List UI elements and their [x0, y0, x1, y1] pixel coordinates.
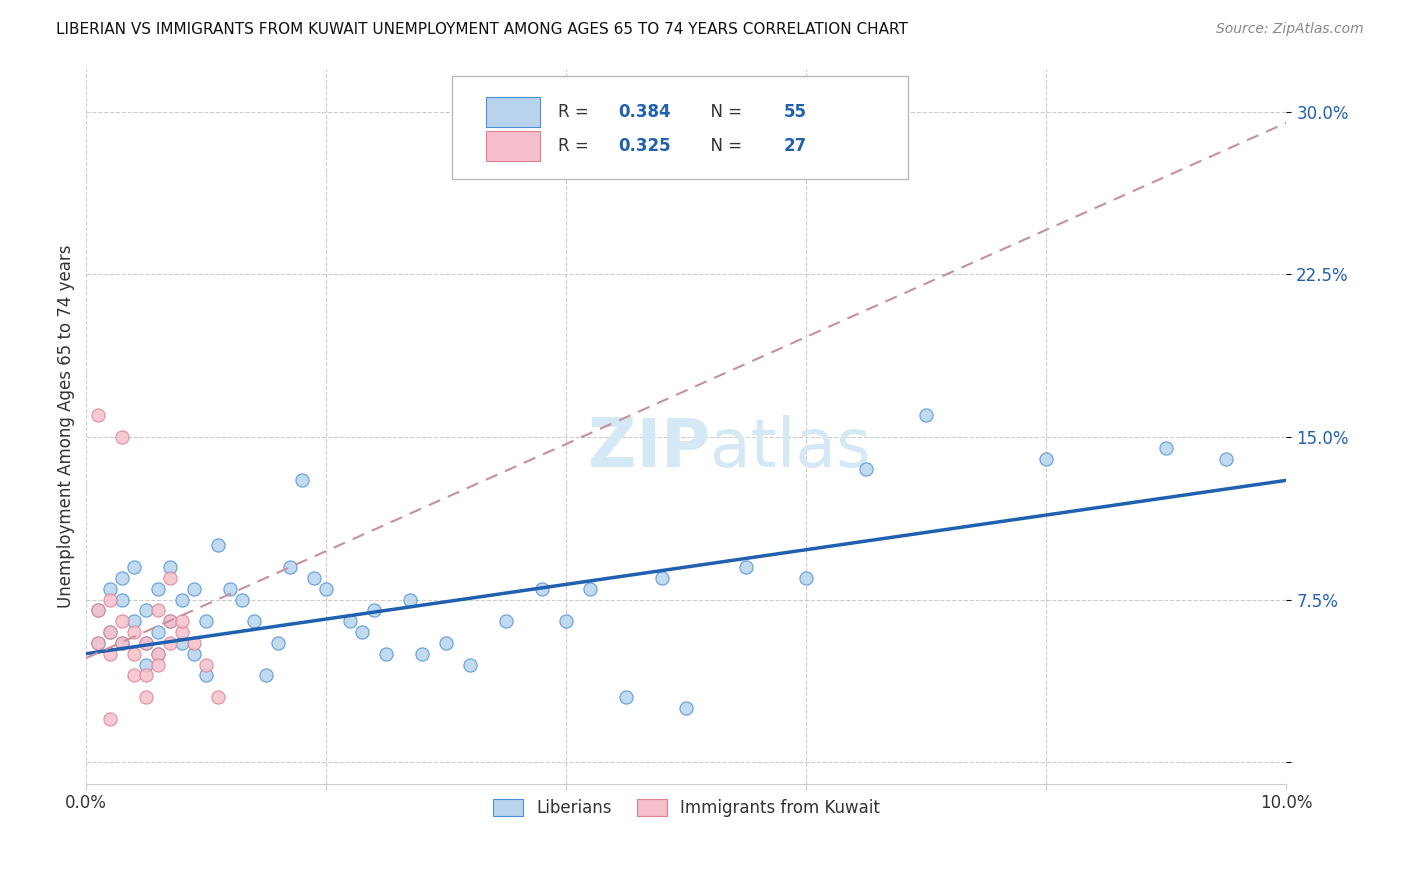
Text: 0.384: 0.384	[619, 103, 671, 121]
Point	[375, 647, 398, 661]
Point	[231, 592, 253, 607]
Point	[124, 647, 146, 661]
Point	[1215, 451, 1237, 466]
Point	[159, 614, 181, 628]
Point	[460, 657, 482, 672]
Point	[195, 614, 218, 628]
Point	[531, 582, 554, 596]
Point	[915, 409, 938, 423]
Y-axis label: Unemployment Among Ages 65 to 74 years: Unemployment Among Ages 65 to 74 years	[58, 244, 75, 607]
Point	[98, 582, 121, 596]
Text: atlas: atlas	[710, 415, 872, 481]
Point	[111, 592, 134, 607]
Point	[111, 636, 134, 650]
Point	[183, 647, 205, 661]
Text: R =: R =	[558, 136, 593, 155]
Point	[183, 636, 205, 650]
Point	[148, 603, 170, 617]
Point	[111, 636, 134, 650]
Point	[148, 647, 170, 661]
Point	[254, 668, 277, 682]
Point	[183, 582, 205, 596]
Point	[243, 614, 266, 628]
Point	[304, 571, 326, 585]
Point	[87, 636, 110, 650]
Point	[315, 582, 337, 596]
FancyBboxPatch shape	[486, 131, 540, 161]
Point	[651, 571, 673, 585]
Point	[495, 614, 517, 628]
Point	[855, 462, 877, 476]
Point	[87, 603, 110, 617]
Point	[1035, 451, 1057, 466]
Point	[135, 668, 157, 682]
Point	[148, 647, 170, 661]
Point	[159, 614, 181, 628]
FancyBboxPatch shape	[486, 97, 540, 128]
Point	[796, 571, 818, 585]
Point	[207, 690, 229, 704]
Point	[735, 560, 758, 574]
Text: R =: R =	[558, 103, 593, 121]
Point	[399, 592, 422, 607]
Point	[148, 625, 170, 640]
Point	[124, 614, 146, 628]
Point	[87, 409, 110, 423]
Text: Source: ZipAtlas.com: Source: ZipAtlas.com	[1216, 22, 1364, 37]
Point	[98, 625, 121, 640]
Point	[111, 571, 134, 585]
Point	[98, 712, 121, 726]
Point	[1156, 441, 1178, 455]
Point	[675, 701, 697, 715]
Point	[291, 473, 314, 487]
Point	[278, 560, 301, 574]
Point	[111, 614, 134, 628]
Point	[614, 690, 637, 704]
Text: N =: N =	[700, 136, 747, 155]
Point	[195, 657, 218, 672]
Point	[363, 603, 385, 617]
Point	[87, 603, 110, 617]
Point	[98, 592, 121, 607]
Point	[172, 592, 194, 607]
Point	[124, 560, 146, 574]
Point	[135, 636, 157, 650]
Point	[219, 582, 242, 596]
Point	[124, 668, 146, 682]
Point	[124, 625, 146, 640]
Point	[172, 636, 194, 650]
Text: 27: 27	[783, 136, 807, 155]
Point	[411, 647, 433, 661]
Point	[352, 625, 374, 640]
Legend: Liberians, Immigrants from Kuwait: Liberians, Immigrants from Kuwait	[485, 790, 889, 825]
Point	[555, 614, 578, 628]
Text: ZIP: ZIP	[588, 415, 710, 481]
Text: 55: 55	[783, 103, 807, 121]
Point	[148, 582, 170, 596]
Point	[135, 690, 157, 704]
Point	[339, 614, 361, 628]
Text: 0.325: 0.325	[619, 136, 671, 155]
Point	[159, 571, 181, 585]
Point	[172, 625, 194, 640]
Point	[579, 582, 602, 596]
Point	[172, 614, 194, 628]
FancyBboxPatch shape	[453, 76, 908, 179]
Point	[135, 657, 157, 672]
Point	[159, 636, 181, 650]
Point	[111, 430, 134, 444]
Point	[434, 636, 457, 650]
Point	[98, 625, 121, 640]
Point	[135, 603, 157, 617]
Point	[148, 657, 170, 672]
Point	[87, 636, 110, 650]
Point	[207, 538, 229, 552]
Text: N =: N =	[700, 103, 747, 121]
Point	[98, 647, 121, 661]
Point	[159, 560, 181, 574]
Text: LIBERIAN VS IMMIGRANTS FROM KUWAIT UNEMPLOYMENT AMONG AGES 65 TO 74 YEARS CORREL: LIBERIAN VS IMMIGRANTS FROM KUWAIT UNEMP…	[56, 22, 908, 37]
Point	[267, 636, 290, 650]
Point	[195, 668, 218, 682]
Point	[135, 636, 157, 650]
